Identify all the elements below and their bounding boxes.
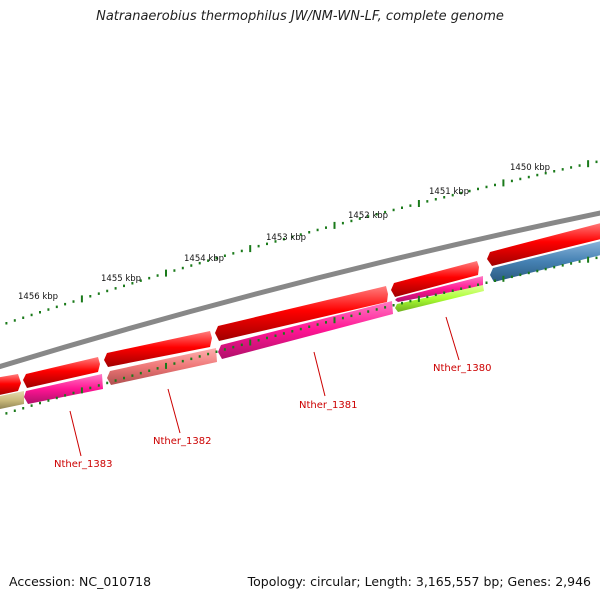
scale-label: 1451 kbp (429, 187, 469, 197)
gene-feature-forward (0, 374, 21, 395)
scale-label: 1455 kbp (101, 274, 141, 284)
gene-label-leader (167, 388, 181, 434)
gene-label-leader (69, 410, 82, 457)
gene-feature-reverse (395, 285, 484, 312)
gene-label: Nther_1381 (299, 400, 357, 411)
scale-ruler (5, 160, 598, 325)
gene-feature-forward (104, 331, 212, 367)
gene-feature-reverse (0, 391, 24, 409)
gene-feature-reverse (24, 374, 103, 404)
gene-label-leader (313, 351, 326, 397)
gene-label: Nther_1380 (433, 363, 491, 374)
gene-feature-forward (215, 286, 388, 341)
gene-label: Nther_1382 (153, 436, 211, 447)
accession-text: Accession: NC_010718 (9, 574, 152, 589)
gene-feature-reverse (490, 241, 600, 282)
lower-tick-track (5, 256, 598, 415)
genome-summary-text: Topology: circular; Length: 3,165,557 bp… (247, 574, 591, 589)
gene-feature-reverse (218, 301, 393, 359)
scale-label: 1456 kbp (18, 292, 58, 302)
gene-feature-reverse (395, 276, 483, 302)
gene-feature-forward (487, 223, 600, 266)
scale-label: 1453 kbp (266, 233, 306, 243)
scale-label: 1454 kbp (184, 254, 224, 264)
genome-title: Natranaerobius thermophilus JW/NM-WN-LF,… (96, 9, 504, 24)
scale-label: 1452 kbp (348, 211, 388, 221)
scale-label: 1450 kbp (510, 163, 550, 173)
gene-feature-forward (23, 357, 100, 388)
gene-label-leader (445, 316, 460, 361)
gene-feature-reverse (107, 348, 217, 385)
gene-label: Nther_1383 (54, 459, 112, 470)
genome-backbone (0, 210, 600, 370)
gene-feature-forward (391, 261, 479, 297)
